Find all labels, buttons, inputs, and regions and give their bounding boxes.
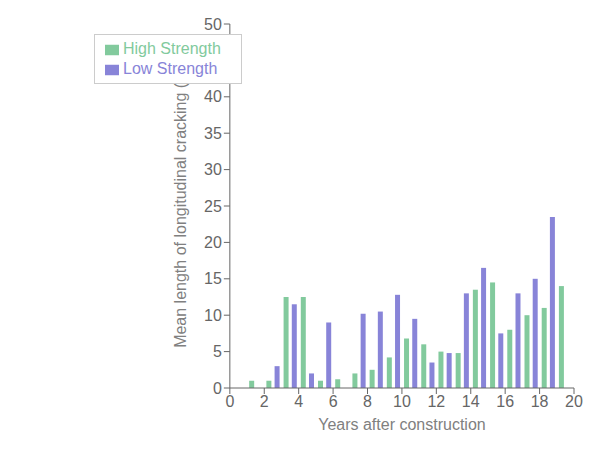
svg-text:Years after construction: Years after construction [318, 416, 486, 433]
svg-text:16: 16 [496, 393, 514, 410]
svg-text:6: 6 [329, 393, 338, 410]
svg-text:20: 20 [204, 234, 222, 251]
svg-text:40: 40 [204, 88, 222, 105]
svg-text:Mean length of longitudinal cr: Mean length of longitudinal cracking (m) [172, 64, 189, 348]
svg-text:2: 2 [260, 393, 269, 410]
svg-text:12: 12 [427, 393, 445, 410]
svg-text:15: 15 [204, 270, 222, 287]
svg-text:25: 25 [204, 198, 222, 215]
svg-text:5: 5 [213, 343, 222, 360]
svg-text:10: 10 [204, 307, 222, 324]
svg-text:4: 4 [294, 393, 303, 410]
svg-text:18: 18 [531, 393, 549, 410]
svg-text:8: 8 [363, 393, 372, 410]
svg-text:0: 0 [225, 393, 234, 410]
svg-text:0: 0 [213, 380, 222, 397]
svg-text:14: 14 [462, 393, 480, 410]
svg-text:20: 20 [565, 393, 583, 410]
svg-text:10: 10 [393, 393, 411, 410]
svg-text:35: 35 [204, 125, 222, 142]
svg-text:30: 30 [204, 161, 222, 178]
svg-text:45: 45 [204, 52, 222, 69]
svg-text:50: 50 [204, 16, 222, 33]
